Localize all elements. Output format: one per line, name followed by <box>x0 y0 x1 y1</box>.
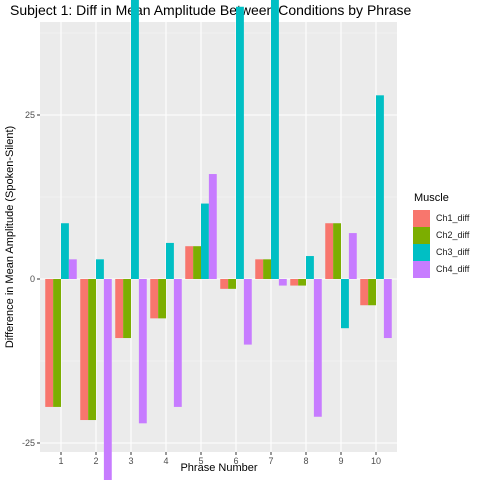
x-tick-label: 5 <box>198 456 203 466</box>
bar-ch4-diff-phrase-9 <box>348 233 357 279</box>
x-tick-label: 3 <box>128 456 133 466</box>
x-axis-title: Phrase Number <box>180 462 257 474</box>
bar-ch2-diff-phrase-10 <box>368 279 377 306</box>
bar-ch3-diff-phrase-3 <box>131 0 139 279</box>
bar-ch3-diff-phrase-5 <box>201 203 209 279</box>
bar-ch3-diff-phrase-4 <box>166 242 174 279</box>
bar-ch2-diff-phrase-9 <box>333 223 342 279</box>
x-tick-label: 1 <box>58 456 63 466</box>
bar-ch4-diff-phrase-4 <box>173 279 182 407</box>
x-tick-label: 10 <box>371 456 381 466</box>
bar-ch4-diff-phrase-7 <box>278 279 287 286</box>
bar-ch1-diff-phrase-4 <box>150 279 159 319</box>
bar-ch3-diff-phrase-7 <box>271 0 279 279</box>
legend-label-ch4: Ch4_diff <box>436 264 470 274</box>
bar-ch3-diff-phrase-6 <box>236 6 244 279</box>
bar-ch2-diff-phrase-3 <box>123 279 132 339</box>
legend-label-ch3: Ch3_diff <box>436 247 470 257</box>
bar-ch4-diff-phrase-3 <box>138 279 147 424</box>
bar-ch2-diff-phrase-1 <box>53 279 62 407</box>
bar-ch4-diff-phrase-8 <box>313 279 322 417</box>
bar-ch1-diff-phrase-6 <box>220 279 229 289</box>
x-tick-label: 9 <box>338 456 343 466</box>
legend-swatch-ch3 <box>413 244 430 261</box>
legend-swatch-ch2 <box>413 227 430 244</box>
bar-ch4-diff-phrase-1 <box>68 259 77 279</box>
bar-ch1-diff-phrase-10 <box>360 279 369 306</box>
bar-ch3-diff-phrase-9 <box>341 279 349 329</box>
x-tick-label: 8 <box>303 456 308 466</box>
bar-ch1-diff-phrase-8 <box>290 279 299 286</box>
bar-ch1-diff-phrase-5 <box>185 246 194 279</box>
y-axis-title: Difference in Mean Amplitude (Spoken-Sil… <box>4 126 16 348</box>
bars-layer <box>45 0 392 480</box>
bar-ch4-diff-phrase-5 <box>208 174 217 279</box>
bar-ch2-diff-phrase-4 <box>158 279 167 319</box>
y-tick-label: 0 <box>30 274 35 284</box>
axis-layer: -50-25025507512345678910 <box>22 110 381 466</box>
legend-label-ch2: Ch2_diff <box>436 230 470 240</box>
legend-label-ch1: Ch1_diff <box>436 213 470 223</box>
bar-ch2-diff-phrase-6 <box>228 279 237 289</box>
legend-swatch-ch4 <box>413 261 430 278</box>
bar-ch2-diff-phrase-8 <box>298 279 307 286</box>
x-tick-label: 7 <box>268 456 273 466</box>
bar-ch3-diff-phrase-10 <box>376 95 384 279</box>
legend-title: Muscle <box>414 192 449 204</box>
bar-ch3-diff-phrase-1 <box>61 223 69 279</box>
bar-ch3-diff-phrase-8 <box>306 256 314 279</box>
chart-title: Subject 1: Diff in Mean Amplitude Betwee… <box>10 2 412 18</box>
bar-ch2-diff-phrase-5 <box>193 246 202 279</box>
x-tick-label: 6 <box>233 456 238 466</box>
bar-ch2-diff-phrase-7 <box>263 259 272 279</box>
y-tick-label: -25 <box>22 438 35 448</box>
bar-ch3-diff-phrase-2 <box>96 259 104 279</box>
bar-ch1-diff-phrase-1 <box>45 279 54 407</box>
bar-ch1-diff-phrase-9 <box>325 223 334 279</box>
x-tick-label: 2 <box>93 456 98 466</box>
bar-ch1-diff-phrase-3 <box>115 279 124 339</box>
bar-ch4-diff-phrase-2 <box>103 279 112 480</box>
bar-ch2-diff-phrase-2 <box>88 279 97 421</box>
legend-swatch-ch1 <box>413 210 430 227</box>
bar-ch4-diff-phrase-6 <box>243 279 252 345</box>
bar-ch1-diff-phrase-7 <box>255 259 264 279</box>
bar-ch4-diff-phrase-10 <box>383 279 392 339</box>
bar-ch1-diff-phrase-2 <box>80 279 89 421</box>
x-tick-label: 4 <box>163 456 168 466</box>
y-tick-label: 25 <box>25 110 35 120</box>
